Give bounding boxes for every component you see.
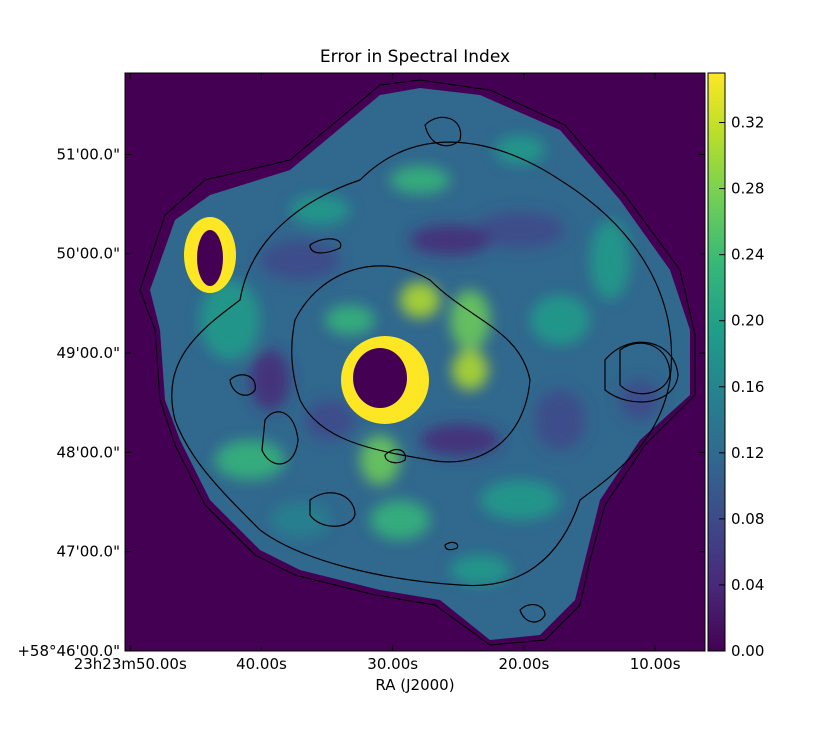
texture-blob xyxy=(270,502,330,538)
colorbar-tick-label: 0.28 xyxy=(731,180,764,198)
texture xyxy=(200,135,660,585)
texture-blob xyxy=(390,166,450,194)
texture-blob xyxy=(290,195,350,225)
x-tick-label: 40.00s xyxy=(236,655,287,673)
texture-blob xyxy=(450,290,490,350)
masked-hole xyxy=(197,230,223,286)
texture-blob xyxy=(535,390,585,450)
texture-blob xyxy=(620,380,660,420)
colorbar-tick-label: 0.04 xyxy=(731,576,764,594)
contours xyxy=(139,79,696,646)
y-tick-label: 48'00.0" xyxy=(56,443,120,461)
x-tick-label: 30.00s xyxy=(367,655,418,673)
colorbar-tick-label: 0.32 xyxy=(731,114,764,132)
colorbar-tick-label: 0.08 xyxy=(731,510,764,528)
colorbar-tick-label: 0.24 xyxy=(731,246,764,264)
texture-blob xyxy=(370,500,430,540)
texture-blob xyxy=(305,400,355,440)
y-tick-label: 49'00.0" xyxy=(56,344,120,362)
colorbar-tick-label: 0.20 xyxy=(731,312,764,330)
texture-blob xyxy=(360,435,400,485)
x-tick-label: 20.00s xyxy=(499,655,550,673)
masked-hole xyxy=(353,348,407,408)
texture-blob xyxy=(480,480,560,520)
texture-blob xyxy=(420,424,500,456)
x-tick-label: 23h23m50.00s xyxy=(74,655,187,673)
y-tick-label: 51'00.0" xyxy=(56,145,120,163)
texture-blob xyxy=(495,135,545,165)
x-tick-label: 10.00s xyxy=(630,655,681,673)
texture-blob xyxy=(400,282,440,318)
texture-blob xyxy=(325,305,375,335)
texture-blob xyxy=(260,240,340,280)
chart-title: Error in Spectral Index xyxy=(320,47,510,67)
texture-blob xyxy=(530,295,590,345)
y-tick-label: 50'00.0" xyxy=(56,245,120,263)
texture-blob xyxy=(250,350,290,410)
texture-blob xyxy=(475,212,565,248)
texture-blob xyxy=(215,440,285,480)
x-axis-label: RA (J2000) xyxy=(375,676,454,694)
texture-blob xyxy=(590,220,630,300)
colorbar xyxy=(707,72,726,652)
colorbar-tick-label: 0.12 xyxy=(731,444,764,462)
colorbar-tick-label: 0.00 xyxy=(731,642,764,660)
texture-blob xyxy=(200,280,260,360)
texture-blob xyxy=(410,225,490,255)
image xyxy=(125,73,705,651)
y-tick-label: 47'00.0" xyxy=(56,543,120,561)
texture-blob xyxy=(452,350,488,390)
texture-blob xyxy=(450,555,510,585)
y-tick-label: +58°46'00.0" xyxy=(17,642,120,660)
plot-frame xyxy=(124,72,706,652)
colorbar-tick-label: 0.16 xyxy=(731,378,764,396)
